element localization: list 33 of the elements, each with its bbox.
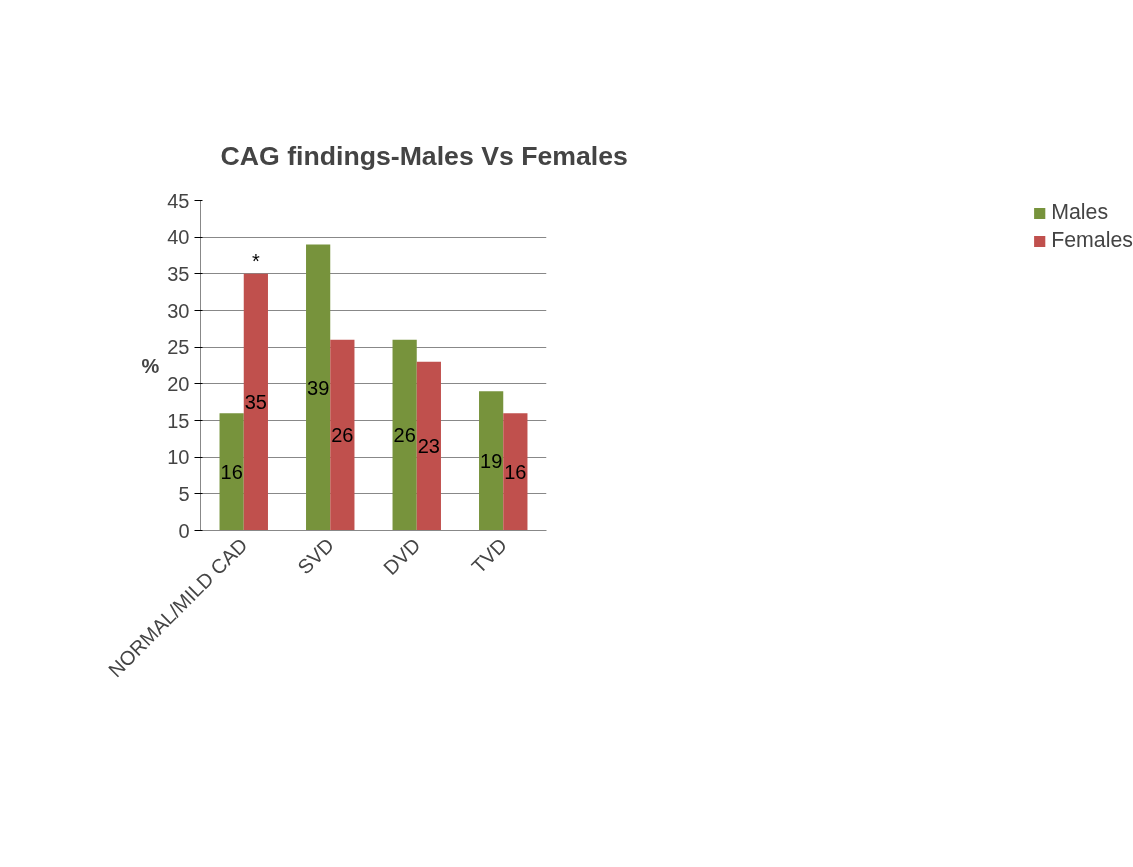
y-tick-label: 10 [167,446,190,469]
data-label: 26 [331,424,354,447]
bar [392,339,417,531]
data-label: 16 [220,460,243,483]
y-axis-title: % [141,354,160,377]
y-tick-label: 40 [167,226,190,249]
y-tick-label: 45 [167,189,190,212]
legend-label: Males [1051,200,1109,225]
y-tick-label: 25 [167,336,190,359]
y-tick-label: 0 [178,519,190,542]
bar [243,273,268,531]
y-tick-label: 30 [167,299,190,322]
x-tick-label: SVD [293,533,339,579]
data-label: 39 [307,376,330,399]
y-tick-label: 15 [167,409,190,432]
legend-label: Females [1051,228,1133,253]
data-label: 19 [480,449,503,472]
data-label: 35 [244,391,267,414]
chart-title: CAG findings-Males Vs Females [220,140,628,171]
bar [306,244,331,531]
bar [416,361,441,531]
bar [479,391,504,531]
annotation: * [251,249,260,272]
data-label: 16 [504,460,527,483]
y-tick-label: 5 [178,482,190,505]
y-tick-label: 35 [167,262,190,285]
x-tick-label: TVD [467,533,512,578]
bar [330,339,355,531]
data-label: 23 [417,435,440,458]
y-tick-label: 20 [167,372,190,395]
bar [503,413,528,531]
bar [219,413,244,531]
data-label: 26 [393,424,416,447]
